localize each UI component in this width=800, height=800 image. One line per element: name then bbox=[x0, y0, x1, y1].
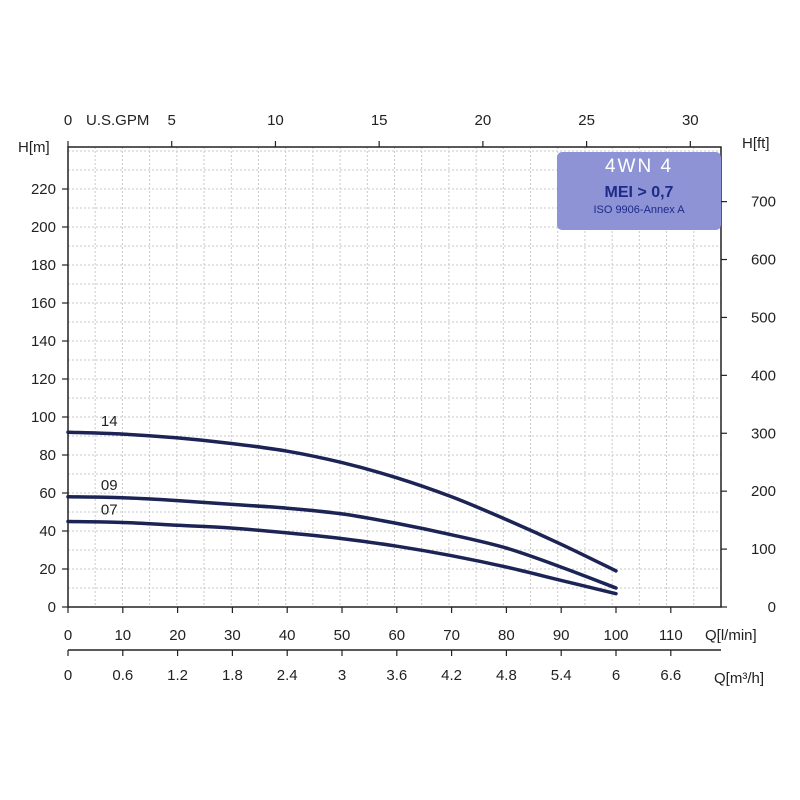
x-tick-label: 90 bbox=[553, 627, 570, 644]
curve-07 bbox=[66, 519, 618, 596]
y-tick-label: 160 bbox=[31, 295, 56, 312]
y-tick-label: 180 bbox=[31, 257, 56, 274]
x-tick-label: 50 bbox=[334, 627, 351, 644]
x-tick-label: 110 bbox=[659, 627, 683, 644]
y-tick-label: 80 bbox=[39, 447, 56, 464]
x-tick-label: 100 bbox=[603, 627, 628, 644]
x-tick-label: 40 bbox=[279, 627, 296, 644]
y-tick-label: 200 bbox=[31, 219, 56, 236]
curve-09 bbox=[66, 495, 618, 590]
curve-label-14: 14 bbox=[101, 413, 118, 430]
ft-tick-label: 100 bbox=[751, 541, 776, 558]
y-axis-label-left: H[m] bbox=[18, 139, 50, 156]
y-tick-label: 40 bbox=[39, 523, 56, 540]
m3h-tick-label: 3 bbox=[338, 667, 346, 684]
x-tick-label: 70 bbox=[443, 627, 460, 644]
gpm-tick-label: 10 bbox=[267, 112, 284, 129]
gpm-tick-label: 20 bbox=[475, 112, 492, 129]
ft-tick-label: 0 bbox=[768, 599, 776, 616]
x-axis-label-second: Q[m³/h] bbox=[714, 670, 764, 687]
ft-tick-label: 500 bbox=[751, 309, 776, 326]
x-tick-label: 10 bbox=[114, 627, 131, 644]
x-tick-label: 0 bbox=[64, 627, 72, 644]
mei-label: MEI > 0,7 bbox=[604, 184, 674, 201]
gpm-tick-label: 25 bbox=[578, 112, 595, 129]
x-tick-label: 60 bbox=[388, 627, 405, 644]
plot-frame bbox=[67, 146, 722, 608]
y-tick-label: 0 bbox=[48, 599, 56, 616]
m3h-tick-label: 3.6 bbox=[386, 667, 407, 684]
m3h-tick-label: 0.6 bbox=[112, 667, 133, 684]
model-badge: 4WN 4 MEI > 0,7 ISO 9906-Annex A bbox=[557, 152, 721, 230]
m3h-tick-label: 2.4 bbox=[277, 667, 298, 684]
gpm-tick-label: 15 bbox=[371, 112, 388, 129]
y-tick-label: 140 bbox=[31, 333, 56, 350]
x-axis-label-top: U.S.GPM bbox=[86, 112, 149, 129]
m3h-tick-label: 4.8 bbox=[496, 667, 517, 684]
y-tick-label: 100 bbox=[31, 409, 56, 426]
ft-tick-label: 600 bbox=[751, 252, 776, 269]
curve-label-07: 07 bbox=[101, 501, 118, 518]
m3h-tick-label: 1.8 bbox=[222, 667, 243, 684]
x-axis-label-bottom: Q[l/min] bbox=[705, 627, 757, 644]
y-tick-label: 20 bbox=[39, 561, 56, 578]
ft-tick-label: 700 bbox=[751, 194, 776, 211]
y-tick-label: 120 bbox=[31, 371, 56, 388]
gpm-tick-label: 5 bbox=[168, 112, 176, 129]
x-tick-label: 30 bbox=[224, 627, 241, 644]
m3h-tick-label: 5.4 bbox=[551, 667, 572, 684]
x-tick-label: 80 bbox=[498, 627, 515, 644]
gpm-tick-label: 0 bbox=[64, 112, 72, 129]
ft-tick-label: 400 bbox=[751, 367, 776, 384]
curve-label-09: 09 bbox=[101, 477, 118, 494]
y-axis-label-right: H[ft] bbox=[742, 135, 770, 152]
gpm-tick-label: 30 bbox=[682, 112, 699, 129]
m3h-tick-label: 6.6 bbox=[660, 667, 681, 684]
m3h-tick-label: 6 bbox=[612, 667, 620, 684]
model-title: 4WN 4 bbox=[604, 156, 674, 177]
x-tick-label: 20 bbox=[169, 627, 186, 644]
ft-tick-label: 200 bbox=[751, 483, 776, 500]
ft-tick-label: 300 bbox=[751, 425, 776, 442]
m3h-tick-label: 0 bbox=[64, 667, 72, 684]
y-tick-label: 220 bbox=[31, 181, 56, 198]
y-tick-label: 60 bbox=[39, 485, 56, 502]
curve-14 bbox=[66, 430, 618, 573]
m3h-tick-label: 4.2 bbox=[441, 667, 462, 684]
iso-label: ISO 9906-Annex A bbox=[593, 204, 685, 216]
m3h-tick-label: 1.2 bbox=[167, 667, 188, 684]
